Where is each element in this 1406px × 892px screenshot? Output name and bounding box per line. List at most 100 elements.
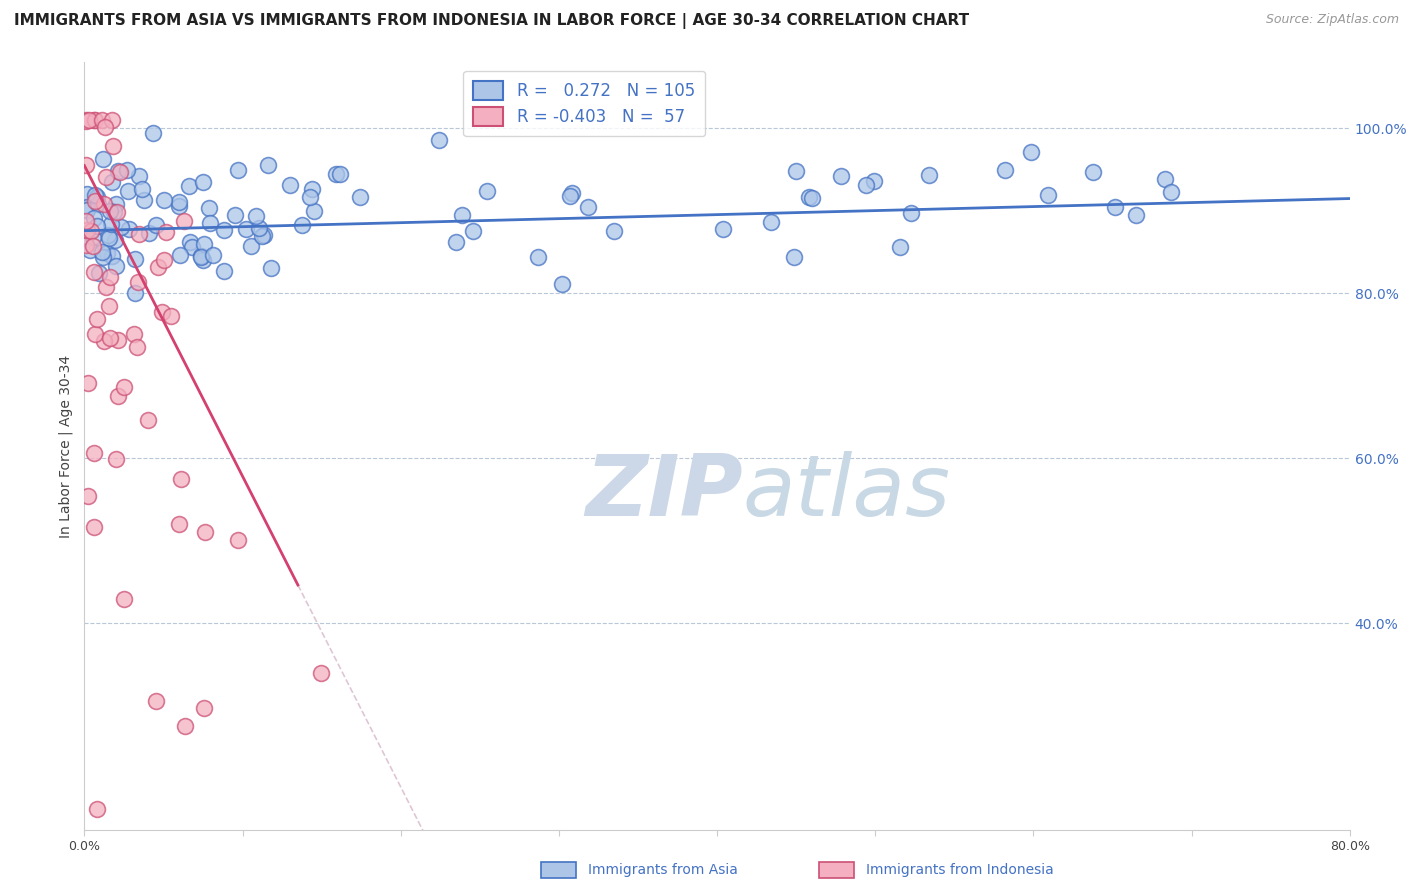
- Point: [177, 179, 200, 194]
- Point: [325, 167, 347, 181]
- Point: [98, 231, 121, 245]
- Point: [86, 312, 108, 326]
- Point: [711, 222, 734, 236]
- Point: [190, 250, 212, 264]
- Point: [77, 113, 100, 128]
- Point: [200, 216, 222, 230]
- Point: [117, 184, 139, 198]
- Point: [280, 178, 302, 192]
- Point: [100, 249, 122, 263]
- Text: atlas: atlas: [742, 450, 950, 533]
- Point: [128, 169, 150, 183]
- Point: [250, 228, 273, 243]
- Point: [94, 170, 117, 185]
- Point: [107, 333, 129, 347]
- Point: [83, 520, 105, 534]
- Point: [463, 224, 485, 238]
- Point: [785, 164, 807, 178]
- Point: [98, 204, 121, 219]
- Point: [918, 169, 941, 183]
- Point: [202, 248, 225, 262]
- Point: [100, 269, 122, 284]
- Point: [76, 187, 98, 202]
- Point: [260, 261, 283, 276]
- Point: [799, 189, 821, 203]
- Point: [291, 219, 314, 233]
- Point: [104, 233, 127, 247]
- Point: [97, 299, 120, 313]
- Point: [104, 196, 127, 211]
- Point: [212, 264, 235, 278]
- Point: [179, 235, 201, 249]
- Point: [128, 227, 150, 241]
- Point: [84, 327, 107, 342]
- Point: [107, 389, 129, 403]
- Point: [212, 223, 235, 237]
- Point: [86, 190, 108, 204]
- Legend: R =   0.272   N = 105, R = -0.403   N =  57: R = 0.272 N = 105, R = -0.403 N = 57: [464, 70, 704, 136]
- Point: [1160, 185, 1182, 199]
- Point: [245, 209, 267, 223]
- Point: [82, 229, 104, 244]
- Point: [1019, 145, 1042, 160]
- Point: [150, 305, 173, 319]
- Point: [115, 163, 138, 178]
- Point: [145, 694, 167, 708]
- Point: [107, 163, 129, 178]
- Point: [783, 250, 806, 264]
- Point: [1125, 208, 1147, 222]
- Point: [240, 238, 263, 252]
- Point: [108, 165, 131, 179]
- FancyBboxPatch shape: [818, 862, 853, 878]
- Point: [153, 194, 176, 208]
- Point: [103, 204, 125, 219]
- Point: [304, 203, 326, 218]
- Point: [194, 525, 217, 540]
- Point: [76, 489, 98, 503]
- Point: [153, 253, 176, 268]
- Point: [170, 472, 193, 486]
- Point: [1038, 187, 1060, 202]
- Point: [112, 380, 135, 394]
- Point: [75, 238, 97, 252]
- Point: [863, 174, 886, 188]
- Point: [97, 227, 120, 242]
- Point: [125, 340, 148, 354]
- Point: [329, 167, 352, 181]
- Point: [301, 182, 323, 196]
- Point: [224, 208, 246, 222]
- Text: ZIP: ZIP: [585, 450, 742, 533]
- Point: [257, 158, 280, 172]
- Point: [169, 198, 191, 212]
- Point: [136, 413, 159, 427]
- Point: [83, 113, 105, 128]
- Point: [103, 139, 125, 153]
- Point: [145, 218, 167, 232]
- Point: [155, 225, 177, 239]
- Point: [173, 718, 195, 732]
- Point: [193, 701, 215, 715]
- Point: [475, 184, 498, 198]
- Point: [193, 237, 215, 252]
- Point: [89, 266, 111, 280]
- Point: [527, 250, 550, 264]
- Point: [124, 252, 146, 266]
- Point: [104, 451, 127, 466]
- Point: [134, 194, 156, 208]
- FancyBboxPatch shape: [540, 862, 576, 878]
- Point: [91, 250, 114, 264]
- Point: [142, 126, 165, 140]
- Point: [91, 113, 114, 128]
- Point: [76, 200, 98, 214]
- Point: [830, 169, 852, 183]
- Point: [181, 240, 204, 254]
- Point: [349, 190, 371, 204]
- Point: [101, 113, 124, 128]
- Point: [190, 249, 212, 263]
- Point: [900, 206, 922, 220]
- Point: [1154, 172, 1177, 186]
- Point: [603, 224, 626, 238]
- Point: [91, 245, 114, 260]
- Point: [235, 221, 257, 235]
- Point: [94, 279, 117, 293]
